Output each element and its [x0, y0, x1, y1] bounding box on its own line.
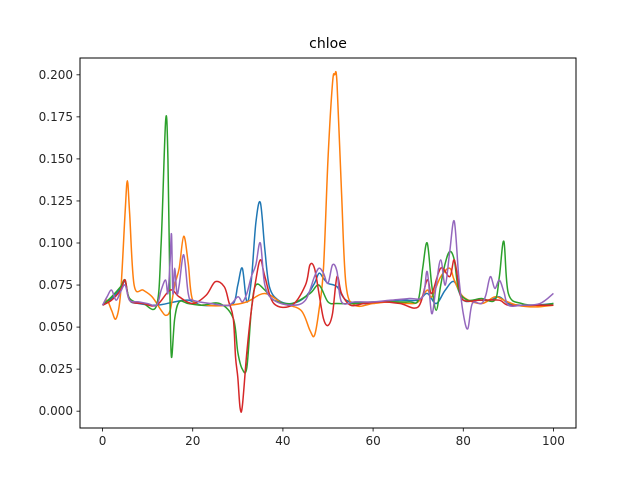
- y-tick-label: 0.075: [39, 278, 73, 292]
- y-tick-label: 0.200: [39, 68, 73, 82]
- x-tick-label: 0: [99, 434, 107, 448]
- y-tick-label: 0.125: [39, 194, 73, 208]
- y-tick-label: 0.100: [39, 236, 73, 250]
- y-tick-label: 0.025: [39, 362, 73, 376]
- x-tick-label: 80: [456, 434, 471, 448]
- y-tick-label: 0.175: [39, 110, 73, 124]
- x-tick-label: 40: [275, 434, 290, 448]
- series-layer: [101, 70, 554, 413]
- x-axis: 0 20 40 60 80 100: [99, 428, 565, 448]
- x-tick-label: 60: [365, 434, 380, 448]
- y-tick-label: 0.000: [39, 404, 73, 418]
- x-tick-label: 20: [185, 434, 200, 448]
- series-line-5: [101, 220, 554, 330]
- y-axis: 0.000 0.025 0.050 0.075 0.100 0.125 0.150 0.175…: [39, 68, 80, 418]
- y-tick-label: 0.050: [39, 320, 73, 334]
- y-tick-label: 0.150: [39, 152, 73, 166]
- x-tick-label: 100: [542, 434, 565, 448]
- series-line-4: [102, 259, 554, 413]
- chart-title: chloe: [309, 36, 347, 52]
